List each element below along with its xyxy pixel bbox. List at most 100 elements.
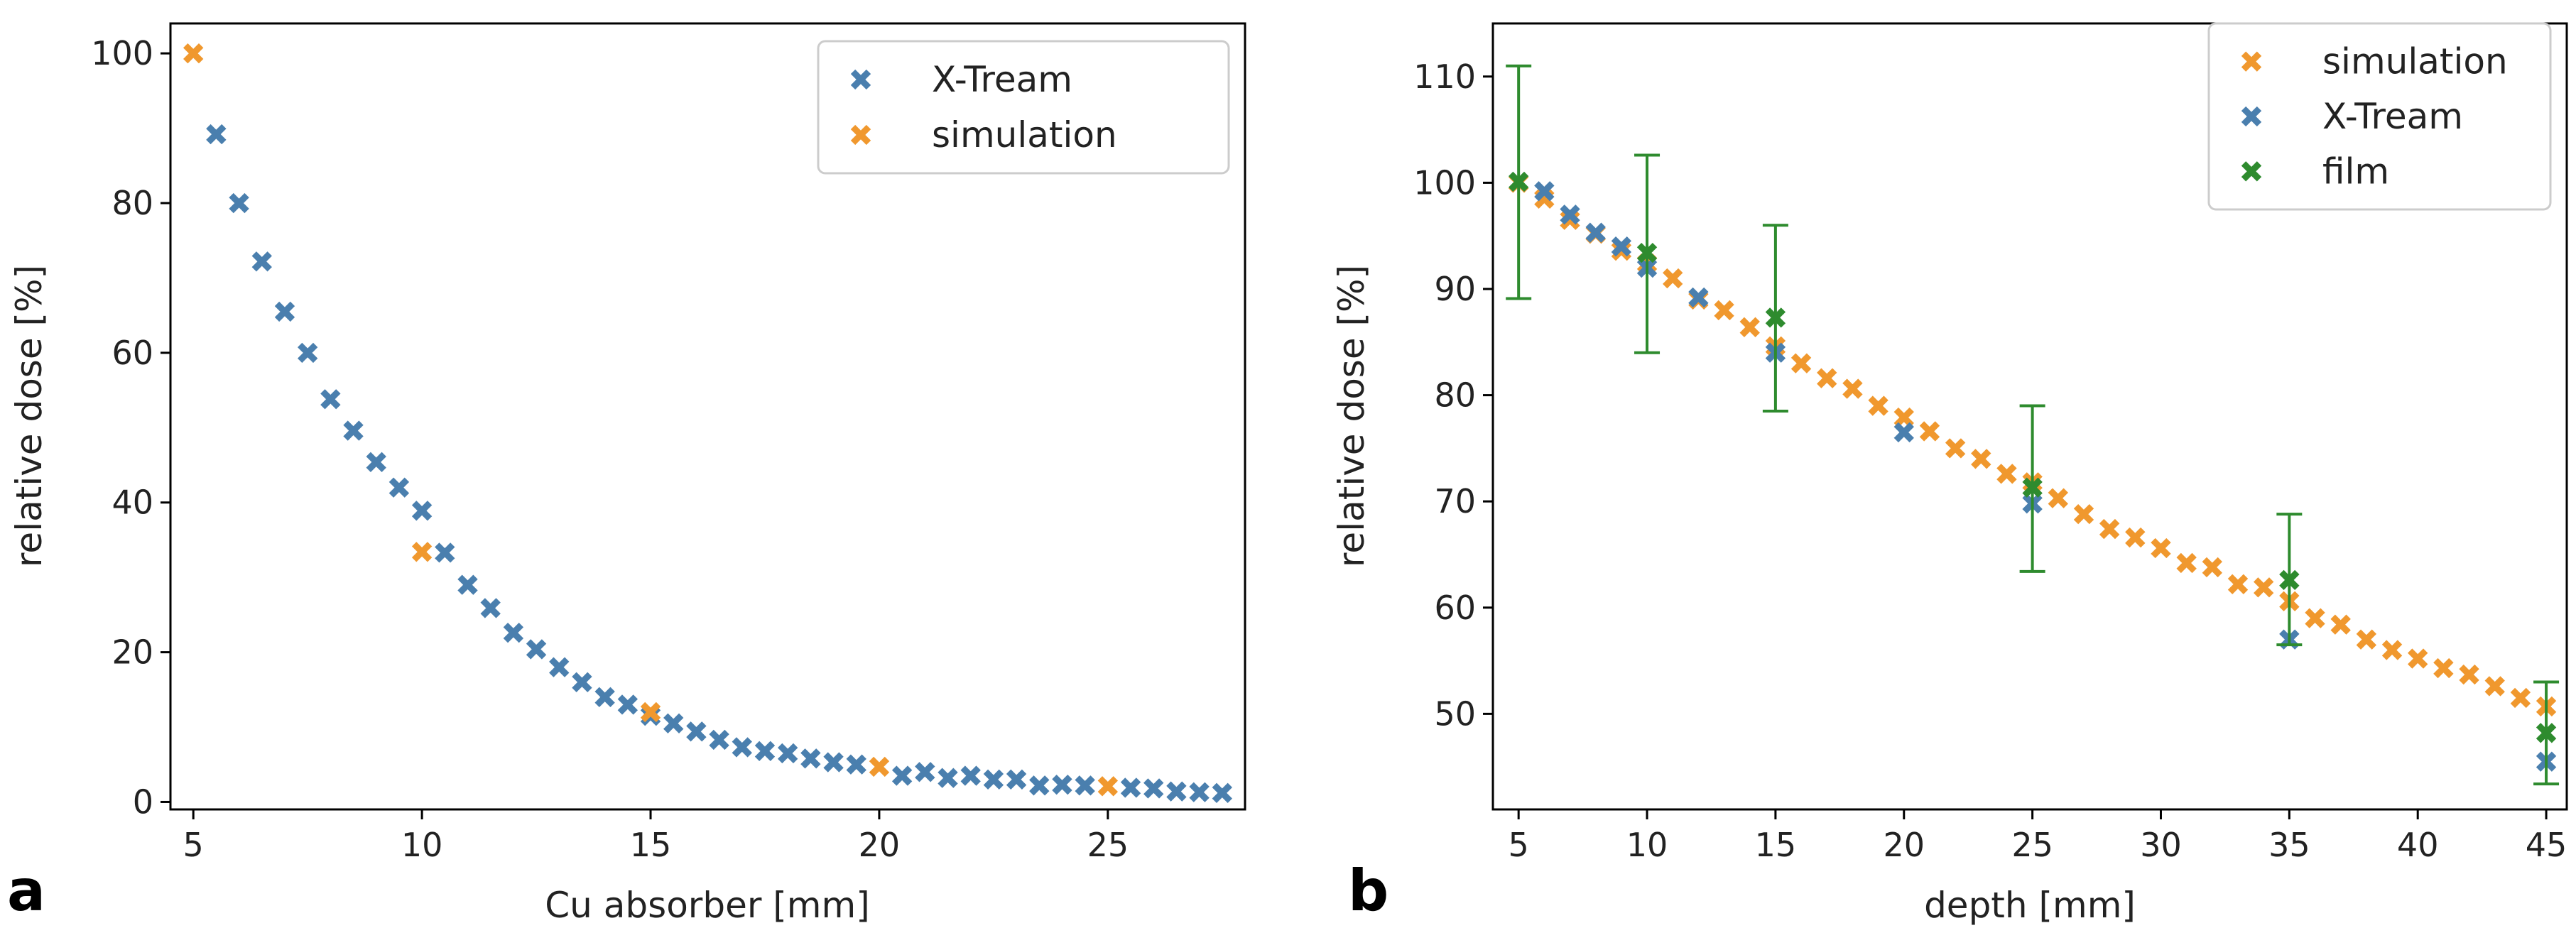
data-point-x-tream xyxy=(960,765,981,786)
y-tick-label: 0 xyxy=(133,782,153,821)
data-point-x-tream xyxy=(1585,222,1606,243)
data-point-simulation xyxy=(1663,268,1683,289)
legend-label-film: film xyxy=(2322,151,2389,192)
data-point-simulation xyxy=(2202,557,2223,578)
data-point-x-tream xyxy=(526,639,547,660)
data-point-x-tream xyxy=(320,389,341,410)
y-axis-label-a: relative dose [%] xyxy=(9,265,50,567)
data-point-simulation xyxy=(1842,378,1863,399)
y-tick-label: 60 xyxy=(112,334,153,372)
data-point-film xyxy=(2536,723,2557,743)
data-point-x-tream xyxy=(1611,236,1632,257)
x-tick-label: 5 xyxy=(1509,826,1529,864)
data-point-simulation xyxy=(1560,209,1580,230)
data-point-x-tream xyxy=(274,301,295,322)
data-point-simulation xyxy=(2073,503,2094,525)
data-point-simulation xyxy=(2151,537,2171,559)
data-point-simulation xyxy=(869,756,890,777)
data-point-x-tream xyxy=(388,477,410,498)
data-point-x-tream xyxy=(549,657,570,677)
data-point-film xyxy=(1636,242,1658,263)
data-point-simulation xyxy=(2305,608,2325,628)
series-simulation xyxy=(183,43,1119,797)
data-point-x-tream xyxy=(709,729,729,750)
y-tick-label: 60 xyxy=(1434,589,1476,627)
data-point-simulation xyxy=(1868,395,1888,416)
x-tick-label: 40 xyxy=(2397,826,2439,864)
data-point-x-tream xyxy=(891,765,913,786)
data-point-simulation xyxy=(1971,449,1991,469)
x-tick-label: 10 xyxy=(401,826,443,864)
data-point-x-tream xyxy=(594,687,615,708)
data-point-simulation xyxy=(2099,518,2120,540)
data-point-simulation xyxy=(1739,317,1760,338)
data-point-simulation xyxy=(1790,353,1812,373)
legend-marker-x-tream xyxy=(2241,106,2262,127)
data-point-x-tream xyxy=(983,769,1004,790)
legend-label-simulation: simulation xyxy=(2322,41,2508,82)
data-point-simulation xyxy=(1919,421,1940,442)
data-point-x-tream xyxy=(663,713,684,733)
x-tick-label: 30 xyxy=(2140,826,2182,864)
marks-b xyxy=(1506,64,2560,786)
x-tick-label: 15 xyxy=(630,826,672,864)
data-point-simulation xyxy=(1097,776,1119,797)
y-tick-label: 80 xyxy=(112,184,153,222)
y-tick-label: 70 xyxy=(1434,482,1476,520)
data-point-x-tream xyxy=(1075,775,1095,796)
x-tick-label: 25 xyxy=(1087,826,1129,864)
data-point-simulation xyxy=(2330,614,2351,635)
plot-frame-a xyxy=(169,22,1246,811)
data-point-x-tream xyxy=(1120,777,1141,798)
data-point-simulation xyxy=(2356,629,2377,650)
data-point-simulation xyxy=(640,702,661,723)
data-point-x-tream xyxy=(411,501,433,521)
legend-marker-x-tream xyxy=(850,69,871,90)
data-point-x-tream xyxy=(251,251,272,272)
series-x-tream xyxy=(206,124,1232,803)
data-point-x-tream xyxy=(1560,204,1580,225)
legend-marker-film xyxy=(2241,161,2262,182)
data-point-x-tream xyxy=(457,574,478,595)
chart-panel-b: 5 10 15 20 25 30 35 40 45 50 60 70 80 90 100 110 simula… xyxy=(1331,22,2568,926)
y-tick-label: 110 xyxy=(1413,58,1476,96)
series-film xyxy=(1506,64,2560,786)
data-point-simulation xyxy=(1714,300,1734,321)
data-point-x-tream xyxy=(229,192,249,214)
data-point-x-tream xyxy=(366,452,386,472)
data-point-x-tream xyxy=(938,768,958,788)
data-point-simulation xyxy=(2048,488,2068,508)
legend-marker-simulation xyxy=(2241,51,2262,72)
data-point-x-tream xyxy=(1688,287,1709,308)
x-tick-label: 10 xyxy=(1626,826,1668,864)
data-point-simulation xyxy=(411,542,433,562)
x-tick-label: 45 xyxy=(2526,826,2567,864)
y-tick-label: 20 xyxy=(112,633,153,672)
data-point-simulation xyxy=(2227,574,2249,595)
data-point-x-tream xyxy=(915,762,935,782)
data-point-x-tream xyxy=(480,598,501,618)
y-axis-label-b: relative dose [%] xyxy=(1331,265,1372,567)
data-point-x-tream xyxy=(1534,181,1555,202)
legend-marker-simulation xyxy=(850,124,871,146)
marks-a xyxy=(183,43,1232,803)
x-tick-label: 15 xyxy=(1755,826,1797,864)
data-point-film xyxy=(1508,171,1529,192)
ticks-b: 5 10 15 20 25 30 35 40 45 50 60 70 80 90 100 110 xyxy=(1413,58,2567,864)
x-tick-label: 20 xyxy=(859,826,901,864)
data-point-simulation xyxy=(2176,552,2197,574)
data-point-x-tream xyxy=(1029,775,1050,796)
data-point-x-tream xyxy=(297,342,318,364)
plot-frame-b xyxy=(1491,22,2568,811)
data-point-simulation xyxy=(2459,664,2479,685)
legend-a: X-Tream simulation xyxy=(817,40,1230,175)
series-x-tream xyxy=(1534,181,2557,772)
data-point-x-tream xyxy=(1212,782,1232,803)
y-tick-label: 50 xyxy=(1434,694,1476,733)
data-point-simulation xyxy=(2381,640,2403,660)
data-point-x-tream xyxy=(1166,781,1187,802)
data-point-simulation xyxy=(1817,368,1837,388)
data-point-x-tream xyxy=(343,420,364,441)
data-point-x-tream xyxy=(732,737,752,758)
